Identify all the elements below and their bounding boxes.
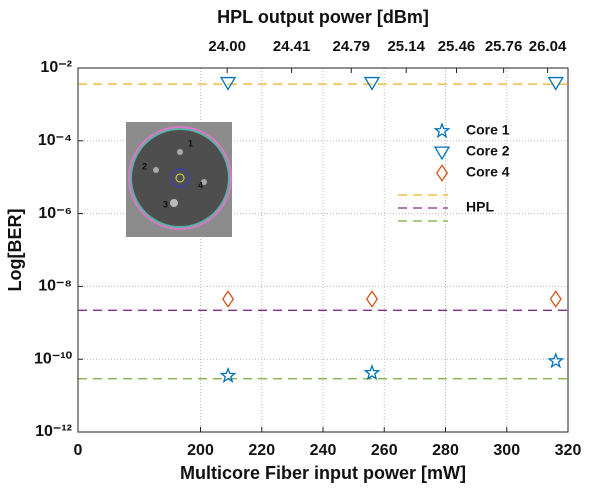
- x-tick-label: 220: [248, 442, 275, 459]
- x-tick-label: 280: [432, 442, 459, 459]
- inset-label: 1: [188, 138, 193, 148]
- top-axis-title: HPL output power [dBm]: [217, 7, 429, 27]
- plot-frame: [77, 67, 569, 433]
- x2-tick-label: 26.04: [529, 38, 567, 55]
- x2-tick-label: 25.14: [387, 38, 425, 55]
- data-point: [363, 364, 381, 381]
- inset-fiber: [132, 130, 228, 226]
- y-tick-label: 10⁻⁴: [38, 132, 72, 149]
- x-tick-label: 260: [371, 442, 398, 459]
- x-tick-label: 240: [310, 442, 337, 459]
- data-point: [547, 352, 565, 369]
- y-tick-label: 10⁻²: [40, 59, 72, 76]
- inset-label: 4: [198, 180, 203, 190]
- legend-label: HPL: [466, 199, 494, 215]
- inset-core: [153, 167, 159, 173]
- y-tick-label: 10⁻⁸: [38, 278, 72, 295]
- x-tick-label: 320: [555, 442, 582, 459]
- legend-label: Core 4: [466, 164, 510, 180]
- legend-marker: [433, 122, 451, 139]
- data-point: [365, 290, 379, 308]
- legend-label: Core 2: [466, 143, 510, 159]
- legend-label: Core 1: [466, 122, 510, 138]
- inset: 1 2 3 4: [126, 122, 232, 237]
- data-point: [219, 76, 237, 91]
- x-axis-title: Multicore Fiber input power [mW]: [180, 463, 466, 483]
- data-point: [219, 366, 237, 384]
- x2-tick-label: 24.00: [208, 38, 246, 55]
- x2-tick-label: 24.41: [273, 38, 311, 55]
- inset-center-core: [175, 173, 185, 183]
- data-point: [363, 76, 381, 91]
- x2-tick-label: 25.76: [485, 38, 523, 55]
- inset-core: [170, 199, 178, 207]
- y-tick-label: 10⁻¹⁰: [34, 350, 73, 367]
- y-tick-label: 10⁻⁶: [38, 205, 72, 222]
- data-point: [547, 76, 564, 91]
- x-tick-label: 0: [74, 442, 83, 459]
- y-tick-label: 10⁻¹²: [35, 423, 72, 440]
- data-point: [549, 290, 562, 308]
- inset-label: 3: [163, 199, 168, 209]
- x-tick-label: 200: [187, 442, 214, 459]
- inset-label: 2: [142, 161, 147, 171]
- inset-center-ring: [170, 168, 190, 188]
- y-axis-title: Log[BER]: [5, 209, 25, 292]
- x2-tick-label: 25.46: [438, 38, 476, 55]
- legend-marker: [435, 164, 449, 182]
- legend-marker: [433, 146, 451, 161]
- data-point: [222, 290, 235, 308]
- x-tick-label: 300: [493, 442, 520, 459]
- inset-core: [177, 149, 183, 155]
- x2-tick-label: 24.79: [332, 38, 370, 55]
- inset-core: [201, 179, 207, 185]
